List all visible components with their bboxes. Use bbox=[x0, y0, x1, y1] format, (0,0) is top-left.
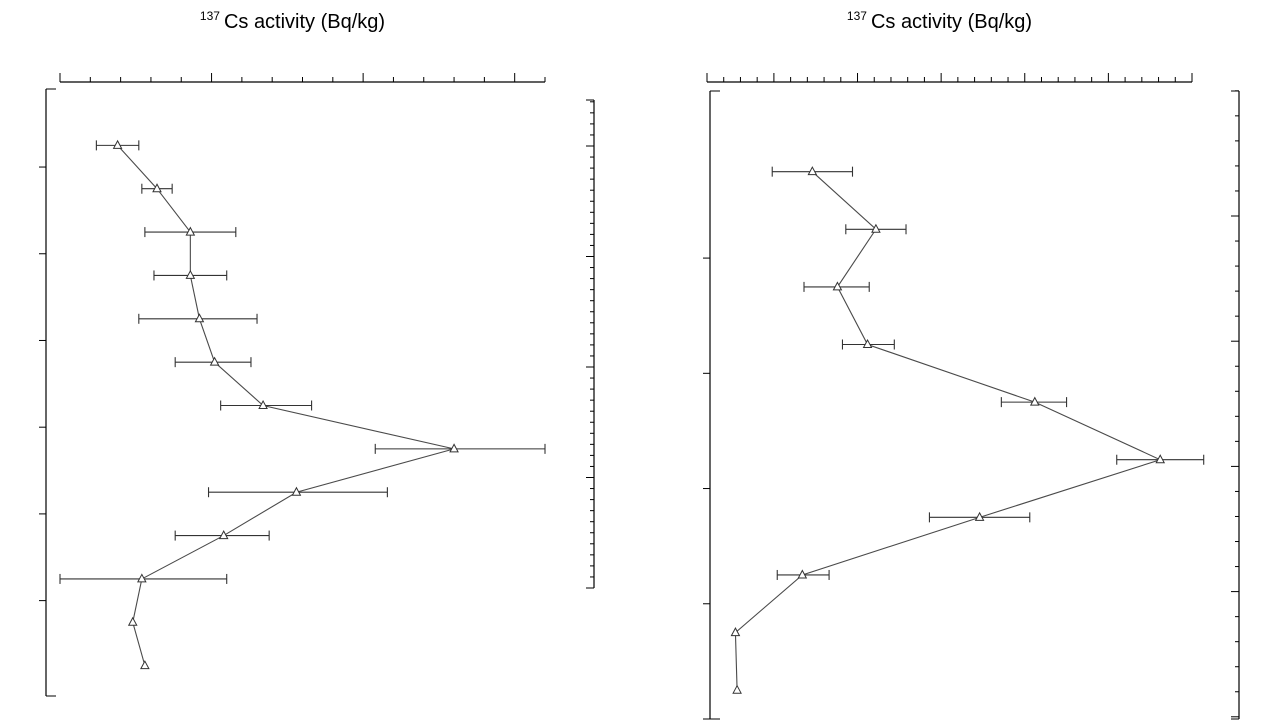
data-point-triangle bbox=[140, 660, 150, 670]
data-point-triangle bbox=[185, 269, 196, 279]
data-point-triangle bbox=[449, 443, 459, 453]
data-point-triangle bbox=[730, 627, 741, 637]
x-axis-title: 137 Cs activity (Bq/kg) bbox=[200, 9, 385, 33]
data-point-triangle bbox=[127, 616, 138, 626]
data-point-triangle bbox=[185, 226, 196, 236]
chart-panel-2: 137 Cs activity (Bq/kg) bbox=[703, 9, 1240, 720]
cs-activity-line bbox=[734, 171, 1162, 691]
data-point-triangle bbox=[1155, 454, 1166, 464]
data-point-triangle bbox=[832, 281, 843, 291]
data-point-triangle bbox=[152, 183, 162, 193]
data-point-triangle bbox=[218, 530, 229, 540]
data-point-triangle bbox=[137, 573, 147, 583]
data-point-triangle bbox=[797, 569, 808, 579]
data-point-triangle bbox=[291, 486, 302, 496]
data-point-triangle bbox=[112, 139, 123, 149]
x-axis-title-text: Cs activity (Bq/kg) bbox=[224, 11, 385, 33]
data-point-triangle bbox=[871, 223, 881, 233]
data-point-triangle bbox=[194, 313, 205, 323]
x-axis-title-text: Cs activity (Bq/kg) bbox=[871, 11, 1032, 33]
data-point-triangle bbox=[807, 166, 818, 176]
data-point-triangle bbox=[732, 684, 742, 694]
x-axis-title: 137 Cs activity (Bq/kg) bbox=[847, 9, 1032, 33]
chart-panel-1: 137 Cs activity (Bq/kg) bbox=[39, 9, 595, 697]
data-point-triangle bbox=[209, 356, 220, 366]
x-axis-title-superscript: 137 bbox=[200, 9, 220, 23]
data-point-triangle bbox=[1029, 396, 1040, 406]
data-point-triangle bbox=[974, 511, 985, 521]
data-point-triangle bbox=[862, 338, 873, 349]
x-axis-title-superscript: 137 bbox=[847, 9, 867, 23]
data-point-triangle bbox=[258, 399, 268, 410]
